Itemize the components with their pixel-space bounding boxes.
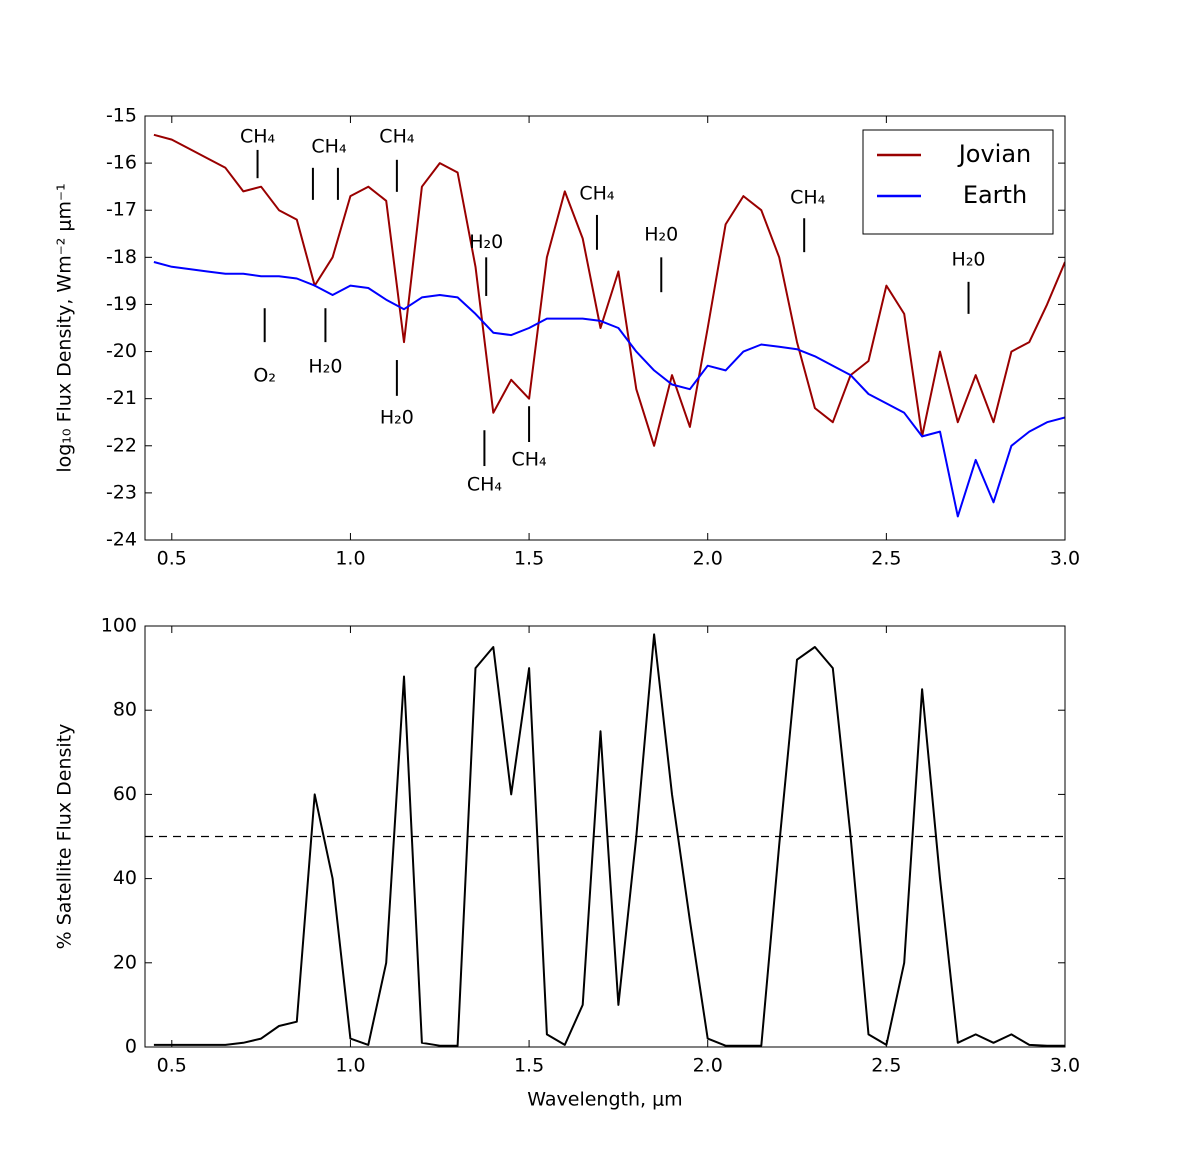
- annotation: H₂0: [308, 356, 342, 378]
- x-tick-label: 1.5: [514, 1055, 544, 1077]
- series-line: [153, 633, 1065, 1047]
- y-tick-label: -18: [106, 246, 137, 268]
- annotation: CH₄: [579, 183, 615, 205]
- plot-frame: [144, 625, 1066, 1048]
- y-tick-label: 20: [113, 951, 137, 973]
- y-tick-label: -24: [106, 529, 137, 551]
- x-tick-label: 2.0: [693, 548, 723, 570]
- series-line: [153, 261, 1065, 518]
- panel: 0.5 1.0 1.5 2.0 2.5 3.0 -24 -23 -22 -21 -20 -19 -18 -…: [54, 105, 1081, 570]
- x-tick-label: 2.0: [693, 1055, 723, 1077]
- x-tick-label: 2.5: [871, 548, 901, 570]
- annotation: H₂0: [952, 249, 986, 271]
- x-tick-label: 1.0: [335, 548, 365, 570]
- y-axis-label: % Satellite Flux Density: [54, 724, 76, 950]
- x-tick-label: 1.0: [335, 1055, 365, 1077]
- annotation: CH₄: [379, 126, 415, 148]
- annotation: CH₄: [240, 126, 276, 148]
- annotation: H₂0: [644, 224, 678, 246]
- y-tick-label: -22: [106, 434, 137, 456]
- annotation: O₂: [253, 365, 276, 387]
- annotation: H₂0: [469, 231, 503, 253]
- y-tick-label: -19: [106, 293, 137, 315]
- y-tick-label: -23: [106, 481, 137, 503]
- legend-label: Earth: [963, 181, 1027, 209]
- y-tick-label: -15: [106, 105, 137, 127]
- series-line: [153, 133, 1065, 447]
- y-tick-label: 100: [101, 615, 137, 637]
- x-tick-label: 2.5: [871, 1055, 901, 1077]
- y-axis-label: log₁₀ Flux Density, Wm⁻² μm⁻¹: [54, 183, 76, 472]
- y-tick-label: -21: [106, 387, 137, 409]
- y-tick-label: -16: [106, 152, 137, 174]
- y-tick-label: -20: [106, 340, 137, 362]
- x-tick-label: 3.0: [1050, 1055, 1080, 1077]
- annotation: CH₄: [311, 136, 347, 158]
- annotation: CH₄: [467, 473, 503, 495]
- panel: 0.5 1.0 1.5 2.0 2.5 3.0 0 20 40 60 80 100 % Satellit…: [54, 615, 1081, 1111]
- y-tick-label: 60: [113, 783, 137, 805]
- y-tick-label: 80: [113, 699, 137, 721]
- annotation: CH₄: [511, 448, 547, 470]
- x-tick-label: 0.5: [157, 548, 187, 570]
- legend-label: Jovian: [957, 140, 1032, 168]
- x-tick-label: 1.5: [514, 548, 544, 570]
- x-axis-label: Wavelength, μm: [527, 1089, 682, 1111]
- y-tick-label: 0: [125, 1036, 137, 1058]
- x-tick-label: 3.0: [1050, 548, 1080, 570]
- annotation: H₂0: [380, 406, 414, 428]
- y-tick-label: 40: [113, 867, 137, 889]
- annotation: CH₄: [790, 186, 826, 208]
- legend-box: [862, 129, 1054, 235]
- y-tick-label: -17: [106, 199, 137, 221]
- plot-frame: [144, 115, 1066, 541]
- x-tick-label: 0.5: [157, 1055, 187, 1077]
